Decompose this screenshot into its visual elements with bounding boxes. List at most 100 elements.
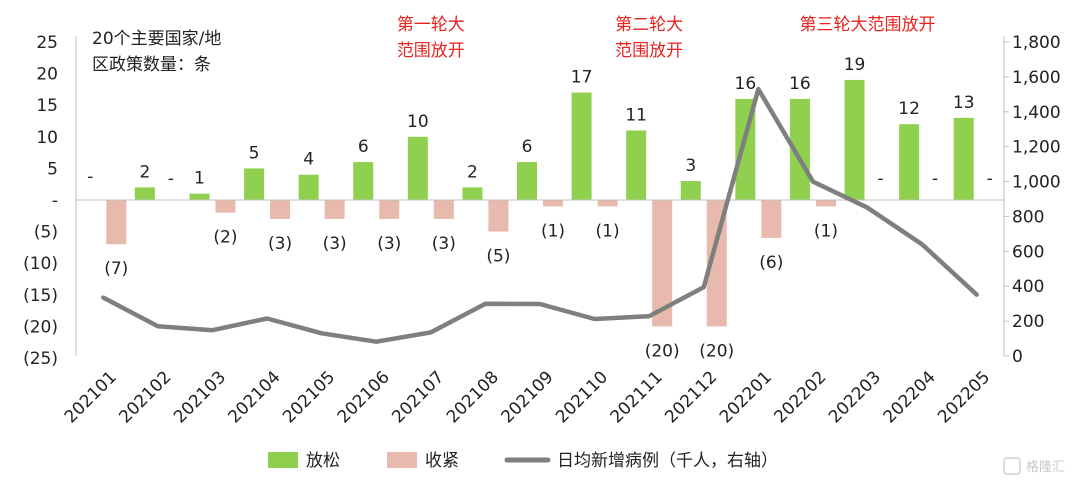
bar-tighten [270,200,291,219]
annotation-text: 范围放开 [397,41,465,61]
data-label-tighten: (3) [377,234,401,254]
left-tick-label: 15 [36,96,58,116]
x-tick-label: 202103 [170,367,230,427]
data-label-relax: 12 [898,99,920,119]
data-label-tighten: (20) [645,341,680,361]
bar-relax [134,187,155,200]
left-tick-label: (25) [23,349,58,369]
left-axis-title-line2: 区政策数量：条 [92,55,211,75]
bar-tighten [433,200,454,219]
data-label-relax: - [87,167,93,187]
annotation-text: 第二轮大 [615,15,683,35]
bar-relax [626,130,647,200]
bar-tighten [815,200,836,207]
x-tick-label: 202202 [770,367,830,427]
data-label-relax: 2 [467,162,478,182]
right-tick-label: 400 [1012,277,1044,297]
data-label-relax: 6 [522,137,533,157]
bar-relax [789,98,810,200]
annotation-text: 第三轮大范围放开 [800,15,936,35]
right-tick-label: 1,400 [1012,103,1061,123]
data-label-relax: 13 [953,93,975,113]
x-tick-label: 202102 [115,367,175,427]
data-label-relax: 17 [571,68,593,88]
left-tick-label: (5) [34,223,58,243]
bar-relax [517,162,537,200]
watermark-logo-icon [1003,457,1021,475]
left-tick-label: 25 [36,33,58,53]
bar-tighten [324,200,345,219]
legend-label-tighten: 收紧 [425,451,459,471]
left-tick-label: (10) [23,254,58,274]
x-tick-label: 202110 [552,367,612,427]
x-tick-label: 202203 [825,367,885,427]
annotation-text: 范围放开 [615,41,683,61]
right-tick-label: 0 [1012,347,1023,367]
data-label-relax: 19 [844,55,866,75]
legend: 放松 收紧 日均新增病例（千人，右轴） [268,451,778,471]
legend-label-cases: 日均新增病例（千人，右轴） [557,451,778,471]
line-series [101,86,979,344]
right-tick-label: 1,600 [1012,68,1061,88]
x-tick-label: 202106 [334,367,394,427]
data-label-relax: 4 [303,150,314,170]
legend-swatch-relax [268,452,298,468]
bar-relax [298,174,319,200]
bar-tighten [106,200,127,245]
data-label-tighten: (20) [699,341,734,361]
bar-tighten [597,200,618,207]
data-label-relax: 16 [735,74,757,94]
bar-relax [353,162,374,200]
x-tick-label: 202108 [443,367,503,427]
bar-tighten [379,200,400,219]
right-tick-label: 200 [1012,312,1044,332]
left-tick-label: 10 [36,128,58,148]
x-tick-label: 202112 [661,367,721,427]
data-label-relax: 5 [249,143,260,163]
right-tick-label: 1,800 [1012,33,1061,53]
left-tick-label: (15) [23,286,58,306]
data-label-tighten: (3) [323,234,347,254]
right-tick-label: 1,000 [1012,173,1061,193]
data-label-tighten: (7) [104,259,128,279]
right-tick-label: 1,200 [1012,138,1061,158]
data-label-tighten: - [168,169,174,189]
x-tick-label: 202111 [607,367,667,427]
left-tick-label: 5 [47,159,58,179]
data-label-relax: 3 [685,156,696,176]
data-label-tighten: (5) [486,247,510,267]
bar-relax [571,92,592,200]
x-axis: 2021012021022021032021042021052021062021… [61,367,994,427]
bar-tighten [543,200,563,207]
bar-relax [844,79,865,200]
data-label-relax: 1 [194,169,205,189]
x-tick-label: 202205 [934,367,994,427]
data-label-tighten: (2) [213,228,237,248]
bar-relax [953,117,974,200]
data-labels: -(7)2-1(2)5(3)4(3)6(3)10(3)2(5)6(1)17(1)… [87,55,993,361]
data-label-tighten: - [877,169,883,189]
bar-tighten [652,200,673,327]
left-tick-label: 20 [36,65,58,85]
x-tick-label: 202101 [61,367,121,427]
data-label-tighten: (3) [432,234,456,254]
left-tick-label: (20) [23,317,58,337]
bar-tighten [761,200,782,238]
right-y-axis: 1,800 1,600 1,400 1,200 1,000 800 600 400 200 0 [1003,33,1061,367]
line-cases [101,86,979,344]
data-label-tighten: (1) [814,221,838,241]
x-tick-label: 202109 [497,367,557,427]
x-tick-label: 202201 [716,367,776,427]
data-label-relax: 16 [789,74,811,94]
data-label-relax: 11 [625,105,647,125]
data-label-relax: 6 [358,137,369,157]
left-y-axis: 25 20 15 10 5 - (5) (10) (15) (20) (25) [23,33,77,369]
right-tick-label: 600 [1012,242,1044,262]
bar-relax [189,193,210,200]
bar-relax [462,187,483,200]
data-label-relax: 10 [407,112,429,132]
data-label-tighten: (1) [596,221,620,241]
bar-relax [680,181,701,200]
